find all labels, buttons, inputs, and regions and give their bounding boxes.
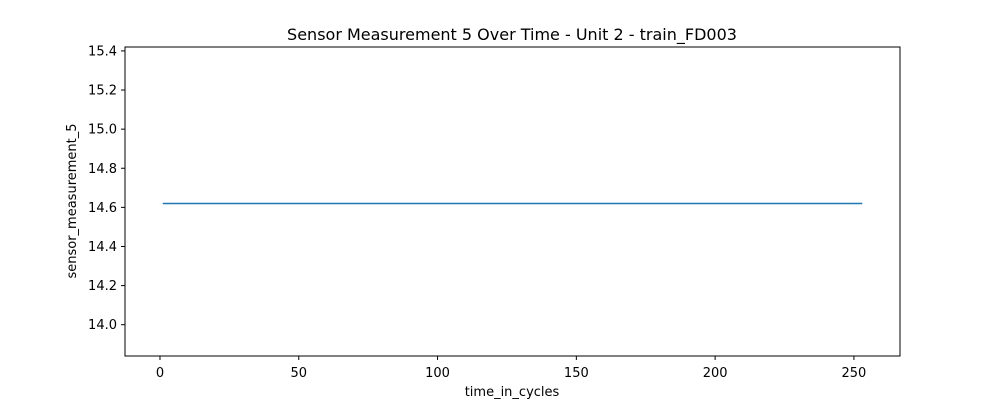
x-tick-label: 250 — [842, 366, 867, 381]
y-tick-label: 15.2 — [88, 84, 117, 99]
plot-area-frame — [124, 46, 901, 357]
x-tick-label: 100 — [425, 366, 450, 381]
x-tick-label: 50 — [290, 366, 307, 381]
x-tick-label: 0 — [156, 366, 164, 381]
x-tick-label: 200 — [703, 366, 728, 381]
y-tick-label: 15.0 — [88, 123, 117, 138]
y-tick-label: 15.4 — [88, 44, 117, 59]
y-axis-label: sensor_measurement_5 — [65, 123, 80, 278]
y-tick-label: 14.2 — [88, 279, 117, 294]
chart-title: Sensor Measurement 5 Over Time - Unit 2 … — [287, 25, 737, 45]
y-tick-label: 14.4 — [88, 240, 117, 255]
y-tick-label: 14.8 — [88, 162, 117, 177]
y-tick-label: 14.0 — [88, 318, 117, 333]
x-axis-label: time_in_cycles — [465, 385, 560, 400]
y-tick-label: 14.6 — [88, 201, 117, 216]
x-tick-label: 150 — [564, 366, 589, 381]
